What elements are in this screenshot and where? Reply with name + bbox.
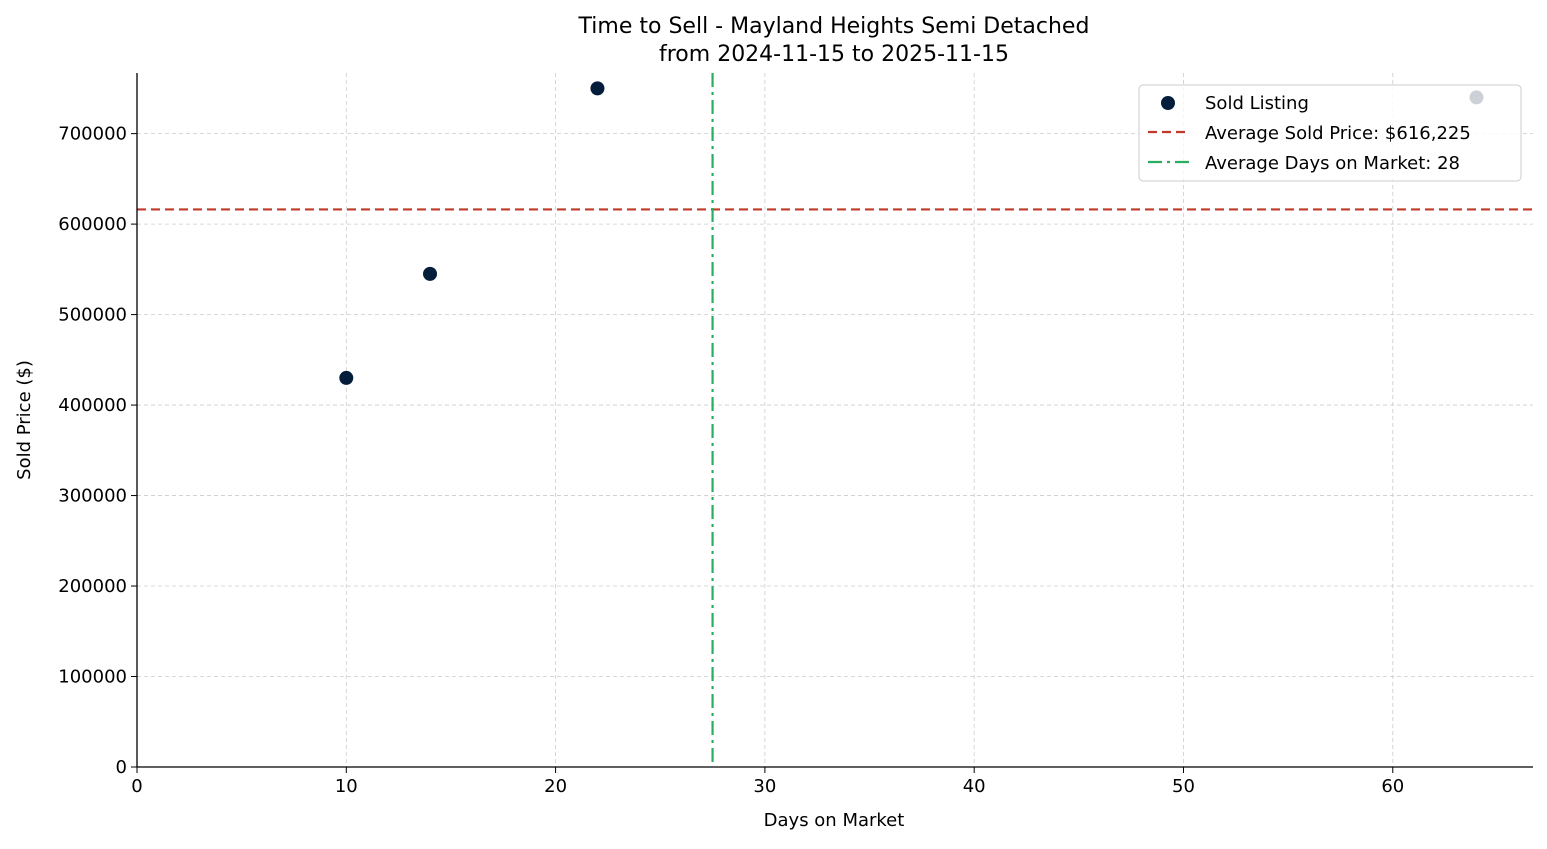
legend-label-avg-price: Average Sold Price: $616,225 [1205,123,1471,144]
y-tick-label: 100000 [58,667,127,688]
y-axis-label: Sold Price ($) [14,360,35,480]
x-tick-label: 30 [753,776,776,797]
legend: Sold Listing Average Sold Price: $616,225… [1138,84,1522,182]
data-point [590,81,605,96]
chart-title: Time to Sell - Mayland Heights Semi Deta… [578,14,1090,39]
y-tick-label: 200000 [58,576,127,597]
legend-label-sold: Sold Listing [1205,93,1309,114]
y-tick-label: 500000 [58,305,127,326]
x-tick-label: 10 [335,776,358,797]
y-tick-label: 600000 [58,214,127,235]
y-tick-label: 700000 [58,124,127,145]
x-tick-label: 50 [1172,776,1195,797]
x-tick-label: 0 [131,776,142,797]
x-tick-label: 20 [544,776,567,797]
legend-marker-sold [1161,96,1175,110]
x-axis-label: Days on Market [764,810,905,831]
x-tick-label: 40 [963,776,986,797]
legend-box [1138,84,1522,182]
data-point [423,266,438,281]
y-tick-label: 300000 [58,486,127,507]
legend-label-avg-days: Average Days on Market: 28 [1205,153,1460,174]
chart-subtitle: from 2024-11-15 to 2025-11-15 [659,42,1009,67]
y-tick-label: 400000 [58,395,127,416]
data-point [339,370,354,385]
y-tick-label: 0 [116,757,127,778]
x-tick-label: 60 [1381,776,1404,797]
